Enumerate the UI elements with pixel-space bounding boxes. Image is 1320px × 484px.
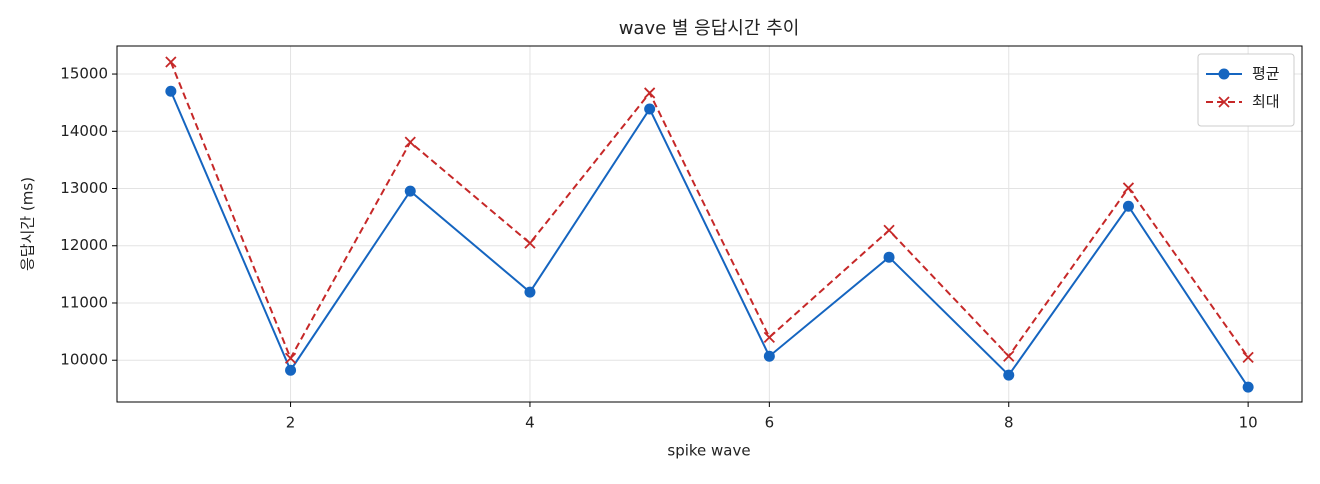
point	[1003, 350, 1015, 362]
y-tick-label: 13000	[60, 179, 108, 197]
y-tick-label: 12000	[60, 236, 108, 254]
point	[524, 286, 536, 298]
point	[404, 136, 416, 148]
legend-label: 최대	[1252, 93, 1280, 111]
point	[763, 331, 775, 343]
point	[644, 103, 656, 115]
point	[883, 251, 895, 263]
x-axis-label: spike wave	[667, 442, 750, 460]
y-tick-label: 11000	[60, 293, 108, 311]
x-tick-label: 4	[525, 414, 535, 432]
point	[404, 185, 416, 197]
y-axis-label: 응답시간 (ms)	[19, 177, 37, 271]
point	[165, 56, 177, 68]
point	[524, 237, 536, 249]
point	[1003, 369, 1015, 381]
legend-marker	[1218, 96, 1230, 108]
y-tick-label: 15000	[60, 65, 108, 83]
x-tick-label: 8	[1004, 414, 1014, 432]
point	[284, 352, 297, 364]
series-line	[169, 61, 1249, 361]
point	[165, 85, 177, 97]
legend-label: 평균	[1252, 65, 1280, 83]
point	[644, 87, 656, 99]
x-tick-label: 6	[765, 414, 775, 432]
series-line	[169, 90, 1249, 388]
point	[763, 350, 775, 362]
legend-marker	[1218, 68, 1230, 80]
point	[1122, 182, 1135, 194]
y-tick-label: 10000	[60, 351, 108, 369]
chart-title: wave 별 응답시간 추이	[619, 18, 800, 39]
point	[1122, 200, 1134, 212]
y-tick-label: 14000	[60, 122, 108, 140]
x-tick-label: 2	[286, 414, 296, 432]
point	[1242, 351, 1254, 363]
plot-frame	[116, 45, 1303, 403]
point	[1242, 381, 1254, 393]
point	[285, 364, 297, 376]
point	[883, 224, 895, 236]
x-tick-label: 10	[1239, 414, 1258, 432]
